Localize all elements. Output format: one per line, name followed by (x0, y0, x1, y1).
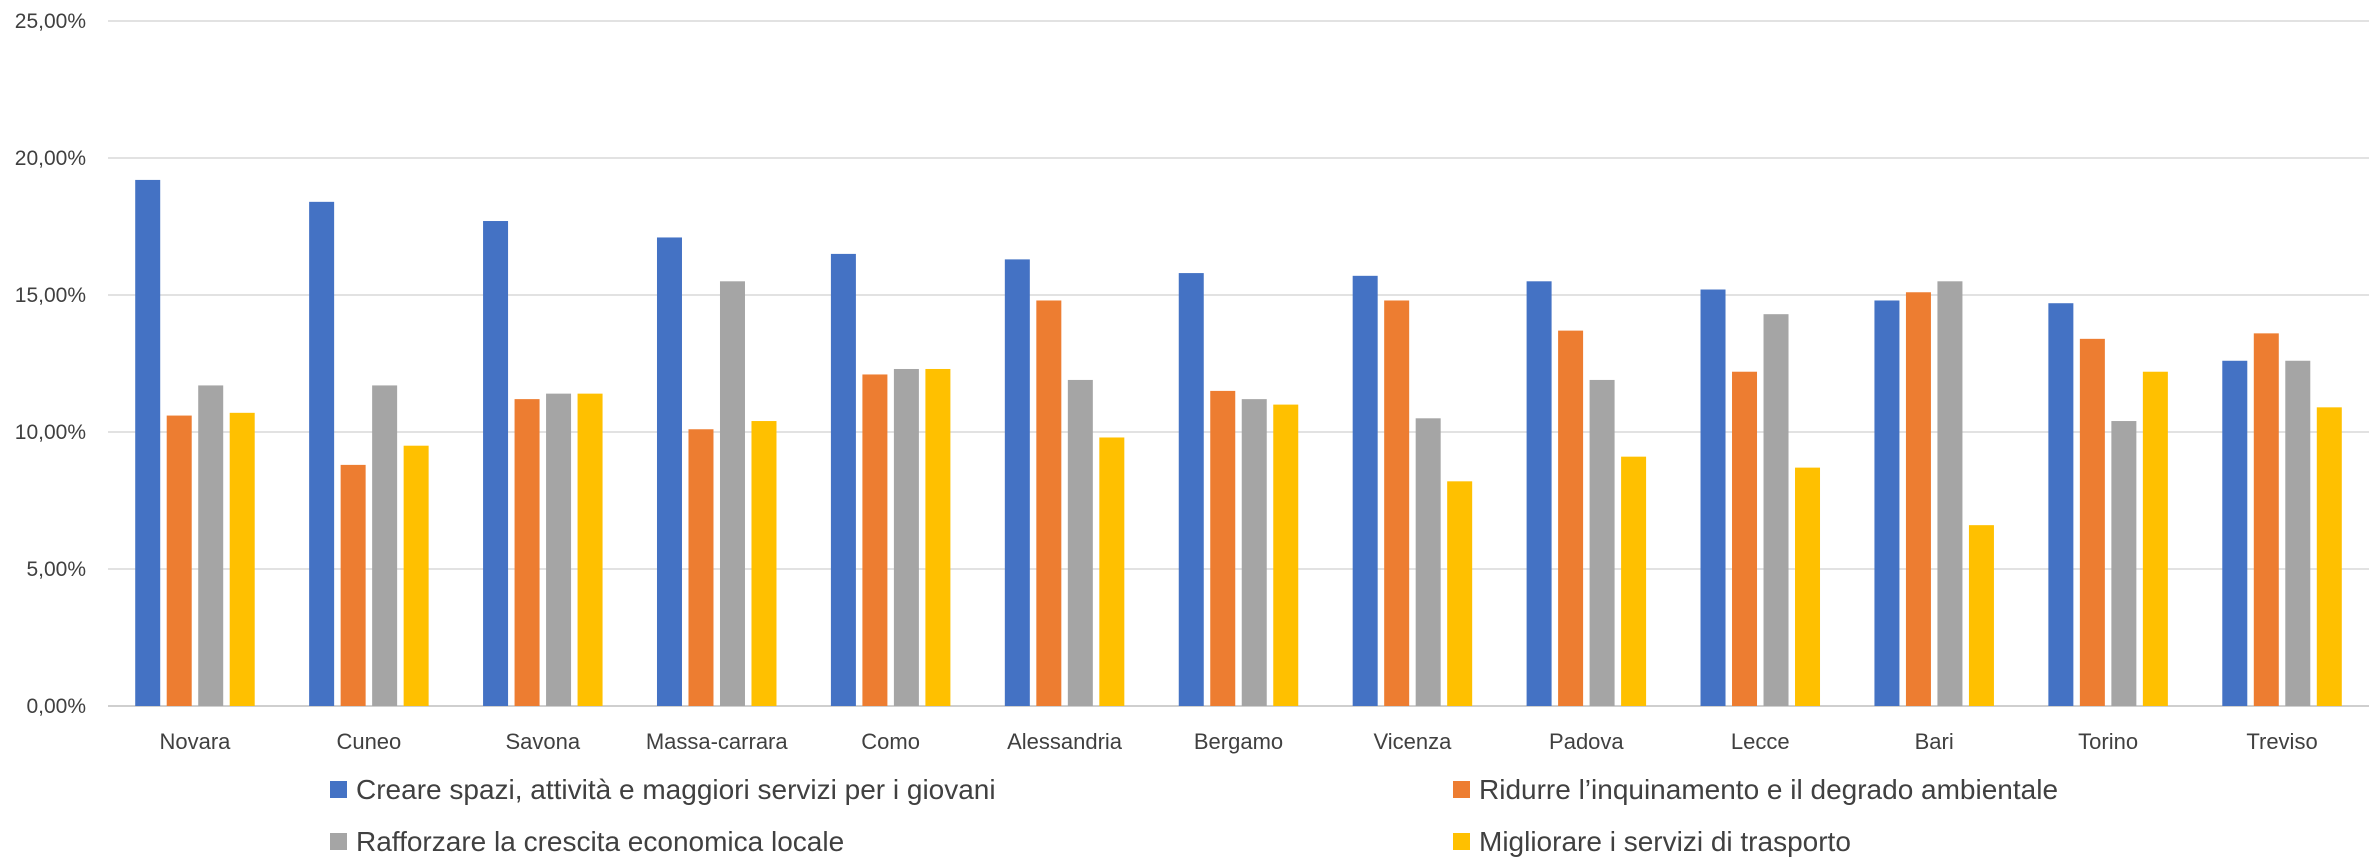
x-axis-categories: Novara Cuneo Savona Massa-carrara Como Alessa… (160, 729, 2318, 754)
bar (862, 374, 888, 706)
y-tick-label: 5,00% (26, 558, 86, 581)
bar (1210, 390, 1236, 706)
legend-swatch (1453, 781, 1470, 798)
bars (135, 179, 2342, 707)
bar (166, 415, 192, 706)
x-category-label: Alessandria (1007, 729, 1123, 754)
x-category-label: Bari (1915, 729, 1954, 754)
bar (2142, 371, 2168, 706)
x-category-label: Savona (505, 729, 580, 754)
bar (1763, 314, 1789, 706)
bar (925, 368, 951, 706)
y-tick-label: 10,00% (15, 421, 86, 444)
y-tick-label: 0,00% (26, 695, 86, 718)
x-category-label: Torino (2078, 729, 2138, 754)
y-tick-label: 25,00% (15, 10, 86, 33)
legend-label: Migliorare i servizi di trasporto (1479, 826, 1851, 857)
bar (514, 399, 540, 706)
bar (719, 281, 745, 706)
bar (1067, 379, 1093, 706)
bar (1905, 292, 1931, 706)
bar (1036, 300, 1062, 706)
bar (1099, 437, 1125, 706)
legend: Creare spazi, attività e maggiori serviz… (330, 774, 2058, 857)
bar (198, 385, 224, 706)
bar (656, 237, 682, 706)
bar (2253, 333, 2279, 706)
bar (1526, 281, 1552, 706)
bar (1352, 275, 1378, 706)
bar (1004, 259, 1030, 706)
legend-label: Rafforzare la crescita economica locale (356, 826, 844, 857)
x-category-label: Cuneo (336, 729, 401, 754)
x-category-label: Padova (1549, 729, 1624, 754)
x-category-label: Como (861, 729, 920, 754)
bar (1178, 273, 1204, 706)
bar (1700, 289, 1726, 706)
gridlines (108, 20, 2369, 707)
bar (1621, 456, 1647, 706)
bar (893, 368, 919, 706)
bar (1273, 404, 1299, 706)
bar (2222, 360, 2248, 706)
bar (1937, 281, 1963, 706)
bar (1241, 399, 1267, 706)
x-category-label: Novara (160, 729, 232, 754)
y-tick-label: 20,00% (15, 147, 86, 170)
x-category-label: Massa-carrara (646, 729, 789, 754)
x-category-label: Bergamo (1194, 729, 1283, 754)
bar (1968, 525, 1994, 706)
bar (1795, 467, 1821, 706)
y-axis-ticks: 0,00% 5,00% 10,00% 15,00% 20,00% 25,00% (15, 10, 86, 718)
bar (2285, 360, 2311, 706)
bar (1589, 379, 1615, 706)
bar (2048, 303, 2074, 706)
bar (372, 385, 398, 706)
x-category-label: Vicenza (1373, 729, 1452, 754)
bar (403, 445, 429, 706)
bar (688, 429, 714, 706)
x-category-label: Lecce (1731, 729, 1790, 754)
bar (2316, 407, 2342, 706)
legend-label: Ridurre l’inquinamento e il degrado ambi… (1479, 774, 2058, 805)
bar (546, 393, 572, 706)
bar (483, 221, 509, 706)
bar (1415, 418, 1441, 706)
bar (1447, 481, 1473, 706)
bar (1384, 300, 1410, 706)
bar (1874, 300, 1900, 706)
bar (229, 412, 255, 706)
legend-label: Creare spazi, attività e maggiori serviz… (356, 774, 996, 805)
bar (340, 464, 366, 706)
bar (1558, 330, 1584, 706)
bar (309, 201, 335, 706)
legend-swatch (1453, 833, 1470, 850)
bar (2111, 421, 2137, 706)
bar (2079, 338, 2105, 706)
bar (135, 179, 161, 707)
bar (751, 421, 777, 706)
bar (1732, 371, 1758, 706)
bar (577, 393, 603, 706)
legend-swatch (330, 781, 347, 798)
x-category-label: Treviso (2246, 729, 2317, 754)
legend-swatch (330, 833, 347, 850)
bar (830, 253, 856, 706)
y-tick-label: 15,00% (15, 284, 86, 307)
